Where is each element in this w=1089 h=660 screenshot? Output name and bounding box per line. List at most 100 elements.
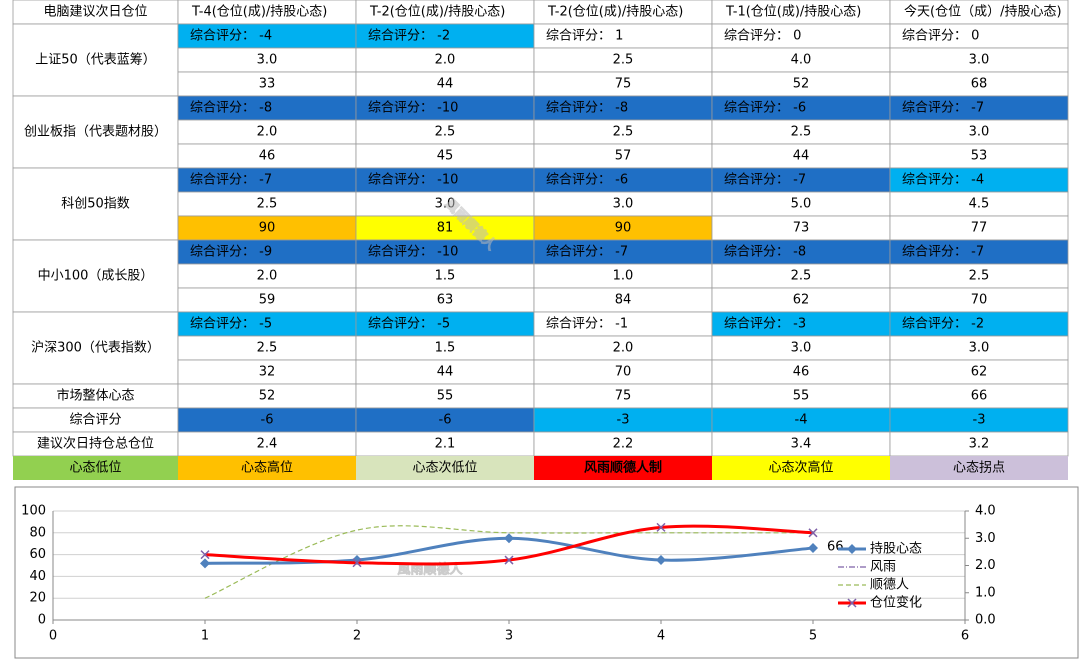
legend-label: 仓位变化 (870, 595, 922, 611)
point (808, 543, 818, 554)
header-cell: T-2(仓位(成)/持股心态) (369, 5, 505, 20)
value-cell: 44 (793, 149, 810, 164)
value-cell: 63 (437, 293, 454, 308)
cell (889, 311, 1069, 337)
value-cell: 4.0 (791, 53, 812, 68)
y-tick-label: 100 (21, 504, 46, 519)
legend-marker (847, 544, 857, 554)
value-cell: 70 (615, 365, 632, 380)
score-cell: 综合评分： -7 (190, 173, 272, 188)
score-cell: 综合评分： -2 (902, 317, 984, 332)
legend-label: 心态高位 (241, 460, 293, 476)
value-cell: 5.0 (791, 197, 812, 212)
value-cell: 52 (793, 77, 810, 92)
value-cell: 2.0 (435, 53, 456, 68)
summary-cell: 52 (259, 389, 276, 404)
x-tick-label: 4 (657, 629, 665, 644)
value-cell: 77 (971, 221, 988, 236)
cell (355, 95, 535, 121)
value-cell: 3.0 (969, 53, 990, 68)
group-name: 科创50指数 (61, 197, 130, 212)
group-name: 中小100（成长股） (38, 269, 154, 284)
score-cell: 综合评分： -10 (368, 173, 458, 188)
value-cell: 2.0 (257, 125, 278, 140)
summary-cell: -3 (617, 413, 630, 428)
value-cell: 46 (259, 149, 276, 164)
cell (533, 0, 713, 25)
value-cell: 1.0 (613, 269, 634, 284)
cell (12, 0, 179, 25)
y-tick-label: 60 (29, 547, 46, 562)
cell (533, 47, 713, 73)
value-cell: 3.0 (791, 341, 812, 356)
value-cell: 3.0 (969, 125, 990, 140)
legend-cell (356, 456, 534, 480)
score-cell: 综合评分： -2 (368, 29, 450, 44)
summary-cell: -6 (439, 413, 452, 428)
header-cell: T-1(仓位(成)/持股心态) (725, 5, 861, 20)
summary-cell: 55 (793, 389, 810, 404)
summary-label: 综合评分 (69, 413, 121, 428)
value-cell: 62 (793, 293, 810, 308)
cell (889, 407, 1069, 433)
cell (533, 95, 713, 121)
value-cell: 2.5 (969, 269, 990, 284)
cell (355, 311, 535, 337)
y-tick-label: 0 (38, 613, 46, 628)
value-cell: 62 (971, 365, 988, 380)
y2-tick-label: 1.0 (975, 585, 996, 600)
value-cell: 3.0 (257, 53, 278, 68)
cell (889, 383, 1069, 409)
x-tick-label: 3 (505, 629, 513, 644)
value-cell: 2.5 (435, 125, 456, 140)
cell (12, 167, 179, 241)
summary-cell: -4 (795, 413, 808, 428)
y2-tick-label: 3.0 (975, 531, 996, 546)
value-cell: 3.0 (435, 197, 456, 212)
value-cell: 3.0 (613, 197, 634, 212)
cell (711, 95, 891, 121)
cell (355, 383, 535, 409)
score-cell: 综合评分： -8 (546, 101, 628, 116)
value-cell: 81 (437, 221, 454, 236)
header-cell: 电脑建议次日仓位 (43, 4, 147, 20)
cell (889, 47, 1069, 73)
cell (711, 287, 891, 313)
cell (889, 335, 1069, 361)
cell (533, 263, 713, 289)
cell (711, 407, 891, 433)
cell (12, 239, 179, 313)
legend-cell (712, 456, 890, 480)
score-cell: 综合评分： -5 (368, 317, 450, 332)
value-cell: 2.5 (613, 53, 634, 68)
cell (889, 287, 1069, 313)
cell (177, 0, 357, 25)
score-cell: 综合评分： -3 (724, 317, 806, 332)
cell (889, 215, 1069, 241)
score-cell: 综合评分： -1 (546, 317, 628, 332)
cell (177, 23, 357, 49)
point (352, 558, 362, 568)
cell (711, 71, 891, 97)
group-name: 上证50（代表蓝筹） (35, 52, 156, 68)
cell (889, 359, 1069, 385)
cell (355, 431, 535, 457)
cell (533, 383, 713, 409)
cell (889, 239, 1069, 265)
score-cell: 综合评分： -9 (190, 245, 272, 260)
cell (533, 335, 713, 361)
x-tick-label: 1 (201, 629, 209, 644)
value-cell: 59 (259, 293, 276, 308)
cell (177, 335, 357, 361)
point (504, 533, 514, 544)
cell (355, 119, 535, 145)
cell (177, 431, 357, 457)
cell (889, 431, 1069, 457)
cell (177, 215, 357, 241)
cell (889, 191, 1069, 217)
cell (889, 23, 1069, 49)
summary-cell: 75 (615, 389, 632, 404)
score-cell: 综合评分： 0 (724, 29, 801, 44)
value-cell: 2.0 (613, 341, 634, 356)
